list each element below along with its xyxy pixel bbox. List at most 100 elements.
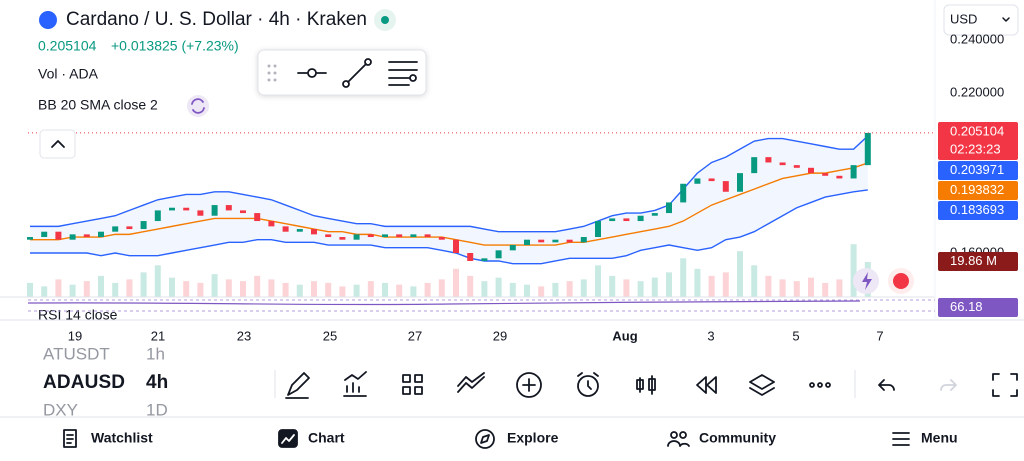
candle-body <box>353 234 360 240</box>
volume-bar <box>339 286 346 297</box>
interval[interactable]: 4h <box>146 372 168 393</box>
candle-body <box>98 231 104 238</box>
x-tick-label: 29 <box>493 328 507 343</box>
candle-body <box>424 234 431 238</box>
interval[interactable]: 1h <box>146 344 165 363</box>
nav-item[interactable]: Menu <box>921 430 958 446</box>
volume-bar <box>566 281 573 297</box>
countdown: 02:23:23 <box>950 141 1001 156</box>
volume-bar <box>424 282 431 297</box>
price-label-box <box>938 252 1018 271</box>
draw-tool[interactable] <box>285 372 310 399</box>
indicators[interactable] <box>343 371 367 397</box>
volume-bar <box>98 275 104 297</box>
candle-body <box>580 237 587 243</box>
horizontal-line-tool[interactable] <box>297 68 327 78</box>
bb-legend[interactable]: BB 20 SMA close 2 <box>38 97 158 113</box>
candle-body <box>27 237 33 240</box>
candle-body <box>41 231 48 238</box>
x-tick-label: 19 <box>68 328 82 343</box>
candle-body <box>268 221 275 227</box>
nav-item[interactable]: Community <box>699 430 776 446</box>
volume-bar <box>69 284 76 297</box>
candle-body <box>680 183 687 203</box>
currency-select[interactable] <box>943 4 1019 36</box>
candle-body <box>83 234 90 238</box>
more[interactable] <box>809 382 815 388</box>
x-tick-label: 25 <box>323 328 337 343</box>
volume-bar <box>538 286 545 297</box>
volume-bar <box>41 286 48 297</box>
volume-bar <box>836 279 843 297</box>
volume-bar <box>651 277 658 297</box>
bb-settings[interactable] <box>187 95 209 117</box>
chart-type[interactable] <box>636 375 656 395</box>
volume-bar <box>623 279 630 297</box>
volume-bar <box>296 284 303 297</box>
volume-bar <box>666 272 672 297</box>
candle-body <box>126 226 133 230</box>
interval[interactable]: 1D <box>146 400 168 419</box>
chart-area <box>27 132 935 297</box>
compare[interactable] <box>457 372 485 393</box>
nav-item[interactable]: Explore <box>507 430 559 446</box>
fib-tool[interactable] <box>388 61 418 86</box>
volume-legend[interactable]: Vol · ADA <box>38 66 99 82</box>
nav-item[interactable]: Chart <box>308 430 345 446</box>
volume-bar <box>765 275 772 297</box>
candle-body <box>836 175 843 179</box>
objects[interactable] <box>749 374 775 396</box>
symbol-list[interactable]: ATUSDT 1h ADAUSD 4h DXY 1D <box>43 344 168 419</box>
drag-handle[interactable] <box>267 64 277 82</box>
dropdown-arrow <box>1002 17 1010 22</box>
price-label-box <box>938 161 1018 180</box>
candle-body <box>438 237 445 240</box>
x-tick-label: 27 <box>408 328 422 343</box>
candle-body <box>666 202 672 214</box>
volume-bar <box>225 279 232 297</box>
volume-bar <box>509 282 516 297</box>
x-tick-label: Aug <box>612 328 637 343</box>
replay-alert[interactable] <box>577 375 599 397</box>
candle-body <box>822 173 829 176</box>
redo[interactable] <box>940 379 957 391</box>
symbol-title[interactable]: Cardano / U. S. Dollar · 4h · Kraken <box>66 9 367 30</box>
symbol[interactable]: ADAUSD <box>43 372 125 393</box>
rsi-line <box>27 300 861 306</box>
nav-item[interactable]: Watchlist <box>91 430 153 446</box>
candle-body <box>509 245 516 251</box>
x-tick-label: 21 <box>151 328 165 343</box>
volume-bar <box>495 277 502 297</box>
trend-line-tool[interactable] <box>342 58 372 88</box>
candle-body <box>637 215 644 222</box>
symbol[interactable]: ATUSDT <box>43 344 110 363</box>
candle-body <box>708 178 715 182</box>
candle-body <box>225 205 232 211</box>
last-price-label: 0.205104 <box>950 123 1004 138</box>
volume-bar <box>822 282 829 297</box>
bb-lower <box>30 189 868 265</box>
candle-body <box>566 239 573 243</box>
candle-body <box>694 178 701 184</box>
rsi-legend[interactable]: RSI 14 close <box>38 307 118 323</box>
volume-bar <box>410 286 417 297</box>
fullscreen[interactable] <box>992 373 1018 397</box>
volume-bar <box>183 281 190 297</box>
layouts[interactable] <box>402 374 423 395</box>
candle-body <box>595 221 601 238</box>
candle-body <box>410 234 417 238</box>
add-button[interactable] <box>516 372 542 398</box>
price-label: 0.193832 <box>950 182 1004 197</box>
undo[interactable] <box>878 379 895 391</box>
volume-bar <box>850 244 857 297</box>
collapse-button[interactable] <box>39 129 76 159</box>
price-label: 0.203971 <box>950 162 1004 177</box>
volume-bar <box>282 282 289 297</box>
candle-body <box>864 132 871 166</box>
candle-body <box>453 239 459 253</box>
symbol[interactable]: DXY <box>43 400 78 419</box>
volume-bar <box>55 279 62 297</box>
last-price: 0.205104 <box>38 38 97 54</box>
replay[interactable] <box>696 376 717 394</box>
candle-body <box>609 218 616 222</box>
